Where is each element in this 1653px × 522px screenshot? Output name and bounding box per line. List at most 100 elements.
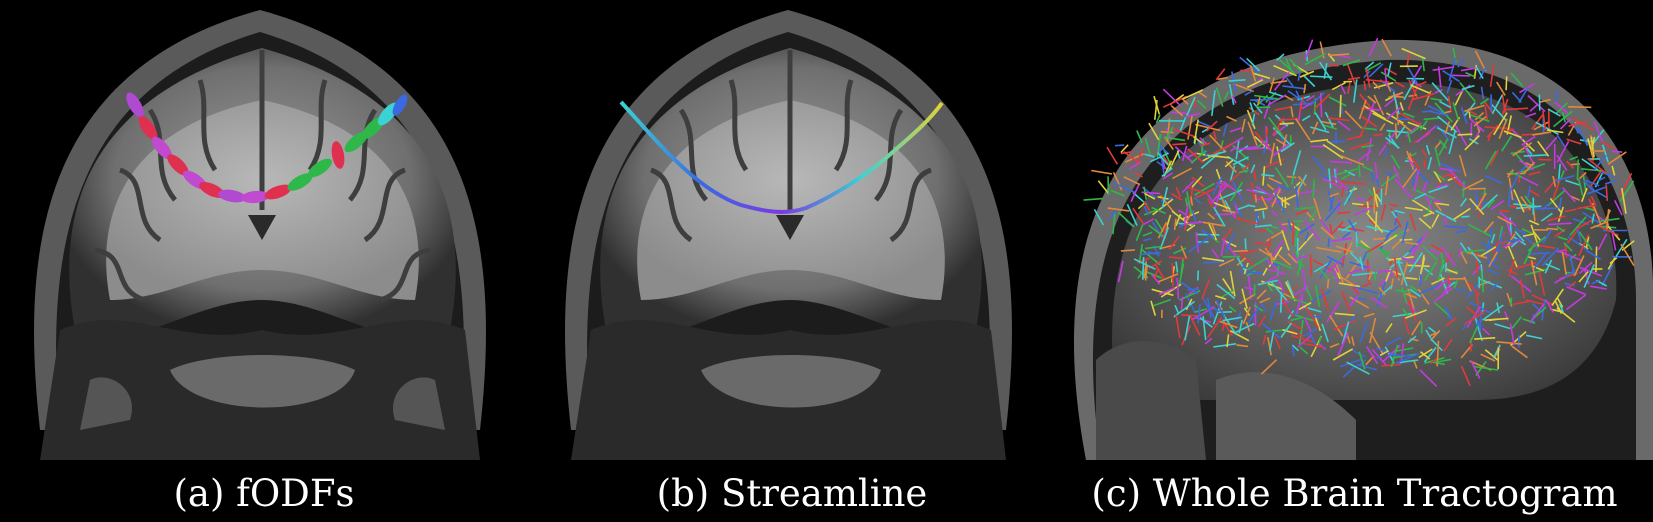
- fiber-segment: [1262, 267, 1268, 276]
- fiber-segment: [1380, 234, 1398, 247]
- fiber-segment: [1557, 236, 1568, 241]
- fiber-segment: [1489, 64, 1495, 88]
- fiber-segment: [1339, 358, 1363, 368]
- fiber-segment: [1252, 72, 1271, 80]
- fiber-segment: [1174, 304, 1180, 314]
- fiber-segment: [1199, 137, 1207, 145]
- fiber-segment: [1250, 98, 1275, 101]
- fiber-segment: [1535, 121, 1559, 136]
- fiber-segment: [1191, 175, 1203, 188]
- fiber-segment: [1373, 94, 1385, 116]
- fiber-segment: [1260, 195, 1269, 209]
- fiber-segment: [1202, 155, 1213, 162]
- fiber-segment: [1460, 365, 1471, 387]
- fiber-segment: [1370, 171, 1375, 183]
- fiber-segment: [1197, 270, 1200, 281]
- fiber-segment: [1573, 255, 1585, 277]
- fiber-segment: [1310, 138, 1329, 143]
- fiber-segment: [1274, 106, 1291, 111]
- fiber-segment: [1278, 221, 1288, 233]
- fiber-segment: [1195, 232, 1200, 253]
- fiber-segment: [1246, 188, 1260, 194]
- fiber-segment: [1171, 193, 1183, 201]
- fiber-segment: [1219, 320, 1238, 329]
- fiber-segment: [1187, 288, 1200, 291]
- fiber-segment: [1258, 248, 1277, 261]
- fiber-segment: [1195, 123, 1221, 132]
- fiber-segment: [1110, 189, 1126, 197]
- fiber-segment: [1277, 279, 1285, 293]
- fiber-segment: [1144, 265, 1148, 281]
- fiber-segment: [1178, 263, 1185, 287]
- fiber-segment: [1528, 219, 1540, 226]
- fiber-segment: [1404, 206, 1423, 211]
- fiber-segment: [1120, 144, 1129, 154]
- fiber-segment: [1526, 255, 1537, 260]
- fiber-segment: [1157, 144, 1170, 155]
- fiber-segment: [1153, 95, 1161, 115]
- fiber-segment: [1466, 251, 1489, 259]
- fiber-segment: [1433, 201, 1442, 212]
- fiber-segment: [1231, 95, 1237, 104]
- fiber-segment: [1296, 297, 1302, 315]
- fiber-segment: [1577, 178, 1584, 196]
- fiber-segment: [1237, 204, 1250, 211]
- fiber-segment: [1361, 282, 1372, 288]
- fiber-segment: [1239, 249, 1257, 255]
- fiber-segment: [1332, 348, 1354, 361]
- fiber-segment: [1289, 58, 1302, 72]
- fiber-segment: [1562, 187, 1576, 203]
- fiber-segment: [1177, 209, 1188, 216]
- fiber-segment: [1148, 122, 1160, 141]
- fiber-segment: [1373, 133, 1383, 137]
- fiber-segment: [1437, 259, 1445, 282]
- fiber-segment: [1224, 159, 1234, 168]
- fiber-segment: [1339, 94, 1342, 118]
- fiber-segment: [1334, 312, 1355, 316]
- fiber-segment: [1276, 53, 1285, 62]
- streamline-panel: [536, 0, 1048, 460]
- fiber-segment: [1399, 112, 1421, 126]
- fiber-segment: [1597, 233, 1608, 251]
- fiber-segment: [1440, 246, 1456, 267]
- fiber-segment: [1575, 218, 1594, 231]
- fiber-segment: [1554, 101, 1569, 114]
- fiber-segment: [1176, 277, 1180, 300]
- fiber-segment: [1256, 140, 1267, 149]
- fiber-segment: [1171, 263, 1174, 287]
- fiber-segment: [1320, 173, 1329, 180]
- fiber-segment: [1244, 286, 1254, 291]
- fiber-segment: [1244, 90, 1253, 96]
- fiber-segment: [1525, 299, 1545, 306]
- fiber-segment: [1114, 144, 1125, 147]
- fiber-segment: [1228, 305, 1237, 313]
- fiber-segment: [1523, 154, 1548, 157]
- fiber-segment: [1531, 113, 1544, 130]
- fiber-segment: [1554, 300, 1563, 314]
- fiber-segment: [1329, 223, 1333, 235]
- fiber-segment: [1439, 100, 1452, 109]
- fiber-segment: [1620, 243, 1635, 267]
- fiber-segment: [1444, 307, 1454, 321]
- fiber-segment: [1349, 296, 1370, 309]
- fiber-segment: [1611, 150, 1623, 153]
- fiber-segment: [1460, 107, 1468, 125]
- fiber-segment: [1406, 53, 1410, 66]
- fiber-segment: [1367, 242, 1384, 253]
- fiber-segment: [1445, 317, 1457, 327]
- fiber-segment: [1330, 237, 1352, 243]
- fiber-segment: [1478, 67, 1487, 80]
- fiber-segment: [1367, 108, 1383, 111]
- fiber-segment: [1158, 273, 1179, 283]
- fiber-segment: [1430, 329, 1441, 341]
- fiber-segment: [1265, 282, 1274, 292]
- fiber-segment: [1282, 329, 1298, 335]
- fiber-segment: [1559, 303, 1564, 313]
- fiber-segment: [1410, 84, 1430, 94]
- fiber-segment: [1217, 184, 1223, 199]
- fiber-segment: [1545, 263, 1561, 271]
- fiber-segment: [1173, 247, 1187, 255]
- fiber-segment: [1274, 336, 1281, 350]
- fiber-segment: [1465, 71, 1475, 78]
- fiber-segment: [1297, 334, 1313, 348]
